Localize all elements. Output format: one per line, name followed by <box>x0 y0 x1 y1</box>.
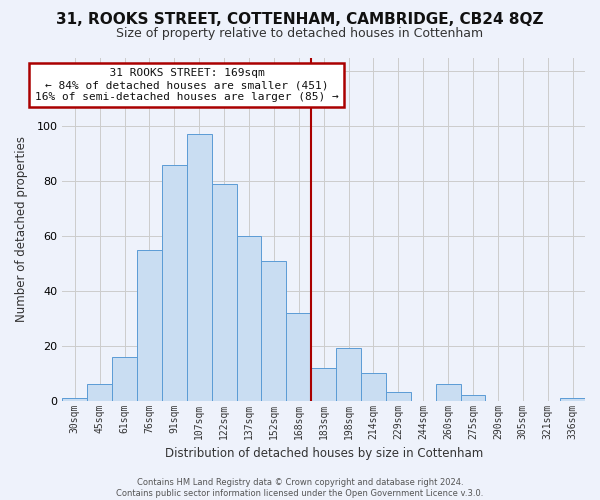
Bar <box>137 250 162 400</box>
Bar <box>112 356 137 401</box>
Bar <box>336 348 361 401</box>
Text: 31, ROOKS STREET, COTTENHAM, CAMBRIDGE, CB24 8QZ: 31, ROOKS STREET, COTTENHAM, CAMBRIDGE, … <box>56 12 544 28</box>
Y-axis label: Number of detached properties: Number of detached properties <box>15 136 28 322</box>
Bar <box>286 313 311 400</box>
Text: Contains HM Land Registry data © Crown copyright and database right 2024.
Contai: Contains HM Land Registry data © Crown c… <box>116 478 484 498</box>
Bar <box>461 395 485 400</box>
Bar <box>262 260 286 400</box>
Text: Size of property relative to detached houses in Cottenham: Size of property relative to detached ho… <box>116 28 484 40</box>
Bar <box>560 398 585 400</box>
Bar <box>436 384 461 400</box>
Bar <box>361 373 386 400</box>
Bar <box>162 164 187 400</box>
Text: 31 ROOKS STREET: 169sqm  
← 84% of detached houses are smaller (451)
16% of semi: 31 ROOKS STREET: 169sqm ← 84% of detache… <box>35 68 338 102</box>
Bar <box>236 236 262 400</box>
Bar <box>311 368 336 400</box>
Bar <box>62 398 87 400</box>
Bar <box>386 392 411 400</box>
X-axis label: Distribution of detached houses by size in Cottenham: Distribution of detached houses by size … <box>164 447 483 460</box>
Bar <box>212 184 236 400</box>
Bar <box>187 134 212 400</box>
Bar <box>87 384 112 400</box>
